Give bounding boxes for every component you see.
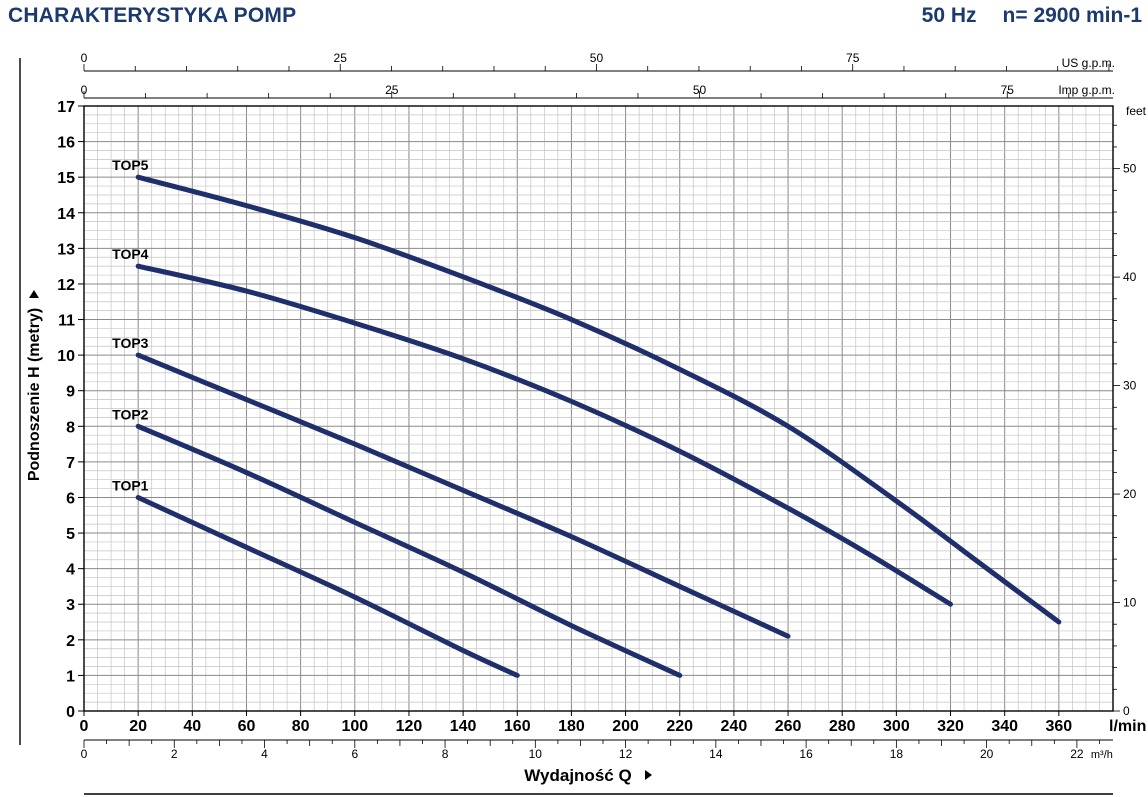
y-axis-title: Podnoszenie H (metry) bbox=[26, 308, 43, 481]
m3h-tick-label: 6 bbox=[351, 747, 358, 761]
x-tick-label: 340 bbox=[991, 718, 1018, 735]
y-tick-label: 1 bbox=[66, 668, 75, 685]
x-axis-arrow bbox=[645, 770, 652, 780]
x-tick-label: 20 bbox=[129, 718, 147, 735]
imp-gpm-tick-label: 0 bbox=[81, 83, 88, 97]
chart-grid bbox=[83, 105, 1114, 712]
x-tick-label: 260 bbox=[775, 718, 802, 735]
y-tick-label: 12 bbox=[57, 277, 75, 294]
y-tick-label: 13 bbox=[57, 241, 75, 258]
y-tick-label: 11 bbox=[58, 313, 75, 330]
series-label-top4: TOP4 bbox=[112, 246, 149, 262]
x-tick-label: 0 bbox=[80, 718, 89, 735]
feet-unit-label: feet bbox=[1126, 104, 1147, 118]
x-tick-label: 360 bbox=[1045, 718, 1072, 735]
x-tick-label: 100 bbox=[341, 718, 368, 735]
chart-series bbox=[135, 174, 1062, 678]
m3h-tick-label: 10 bbox=[529, 747, 543, 761]
y-tick-label: 0 bbox=[66, 704, 75, 721]
x-tick-label: 60 bbox=[238, 718, 256, 735]
feet-tick-label: 50 bbox=[1123, 162, 1137, 176]
feet-tick-label: 0 bbox=[1123, 704, 1130, 718]
x-tick-label: 280 bbox=[829, 718, 856, 735]
chart-labels: TOP1 TOP2 TOP3 TOP4 TOP5 bbox=[112, 157, 149, 493]
y-tick-label: 2 bbox=[66, 633, 75, 650]
series-line-top1 bbox=[135, 494, 520, 678]
imp-gpm-tick-label: 75 bbox=[1001, 83, 1015, 97]
plot-frame bbox=[83, 105, 1114, 712]
x-unit-label: l/min bbox=[1109, 718, 1146, 735]
series-label-top2: TOP2 bbox=[112, 406, 149, 422]
chart-title: CHARAKTERYSTYKA POMP bbox=[8, 4, 297, 27]
y-axis-arrow bbox=[29, 290, 39, 298]
x-tick-label: 240 bbox=[721, 718, 748, 735]
series-label-top5: TOP5 bbox=[112, 157, 149, 173]
y-tick-label: 17 bbox=[57, 99, 75, 116]
series-line-top4 bbox=[135, 263, 954, 607]
y-tick-label: 7 bbox=[66, 455, 75, 472]
feet-tick-label: 10 bbox=[1123, 596, 1137, 610]
series-line-top3 bbox=[135, 352, 791, 639]
m3h-tick-label: 18 bbox=[890, 747, 904, 761]
us-gpm-tick-label: 75 bbox=[846, 51, 860, 65]
y-tick-label: 3 bbox=[66, 597, 75, 614]
m3h-tick-label: 12 bbox=[619, 747, 633, 761]
x-tick-label: 300 bbox=[883, 718, 910, 735]
x-tick-label: 160 bbox=[504, 718, 531, 735]
y-tick-label: 4 bbox=[66, 562, 75, 579]
y-tick-label: 5 bbox=[66, 526, 75, 543]
y-tick-label: 8 bbox=[66, 419, 75, 436]
m3h-tick-label: 14 bbox=[709, 747, 723, 761]
feet-tick-label: 40 bbox=[1123, 270, 1137, 284]
series-line-top2 bbox=[135, 423, 683, 678]
feet-tick-label: 30 bbox=[1123, 379, 1137, 393]
m3h-tick-label: 0 bbox=[81, 747, 88, 761]
x-tick-label: 40 bbox=[183, 718, 201, 735]
y-tick-label: 15 bbox=[57, 170, 75, 187]
series-line-top5 bbox=[135, 174, 1062, 625]
y-tick-label: 16 bbox=[57, 135, 75, 152]
x-tick-label: 140 bbox=[450, 718, 477, 735]
y-tick-label: 14 bbox=[57, 206, 75, 223]
x-tick-label: 120 bbox=[396, 718, 423, 735]
m3h-unit-label: m³/h bbox=[1091, 749, 1113, 761]
us-gpm-tick-label: 25 bbox=[334, 51, 348, 65]
feet-tick-label: 20 bbox=[1123, 487, 1137, 501]
m3h-tick-label: 16 bbox=[799, 747, 813, 761]
imp-gpm-tick-label: 50 bbox=[693, 83, 707, 97]
y-tick-label: 6 bbox=[66, 490, 75, 507]
x-tick-label: 200 bbox=[612, 718, 639, 735]
imp-gpm-tick-label: 25 bbox=[385, 83, 399, 97]
x-tick-label: 320 bbox=[937, 718, 964, 735]
speed-label: n= 2900 min-1 bbox=[1002, 4, 1142, 27]
y-tick-label: 9 bbox=[66, 384, 75, 401]
operating-conditions: 50 Hz n= 2900 min-1 bbox=[922, 4, 1142, 28]
series-label-top3: TOP3 bbox=[112, 335, 149, 351]
m3h-tick-label: 8 bbox=[442, 747, 449, 761]
x-axis-title: Wydajność Q bbox=[524, 766, 631, 785]
m3h-tick-label: 20 bbox=[980, 747, 994, 761]
series-label-top1: TOP1 bbox=[112, 477, 149, 493]
x-tick-label: 180 bbox=[558, 718, 585, 735]
imp-gpm-unit-label: Imp g.p.m. bbox=[1058, 83, 1115, 97]
m3h-tick-label: 22 bbox=[1070, 747, 1084, 761]
m3h-tick-label: 4 bbox=[261, 747, 268, 761]
y-tick-label: 10 bbox=[57, 348, 75, 365]
x-tick-label: 220 bbox=[666, 718, 693, 735]
m3h-tick-label: 2 bbox=[171, 747, 178, 761]
frequency-label: 50 Hz bbox=[921, 4, 977, 27]
us-gpm-tick-label: 0 bbox=[81, 51, 88, 65]
us-gpm-unit-label: US g.p.m. bbox=[1062, 56, 1115, 70]
x-tick-label: 80 bbox=[292, 718, 310, 735]
us-gpm-tick-label: 50 bbox=[590, 51, 604, 65]
